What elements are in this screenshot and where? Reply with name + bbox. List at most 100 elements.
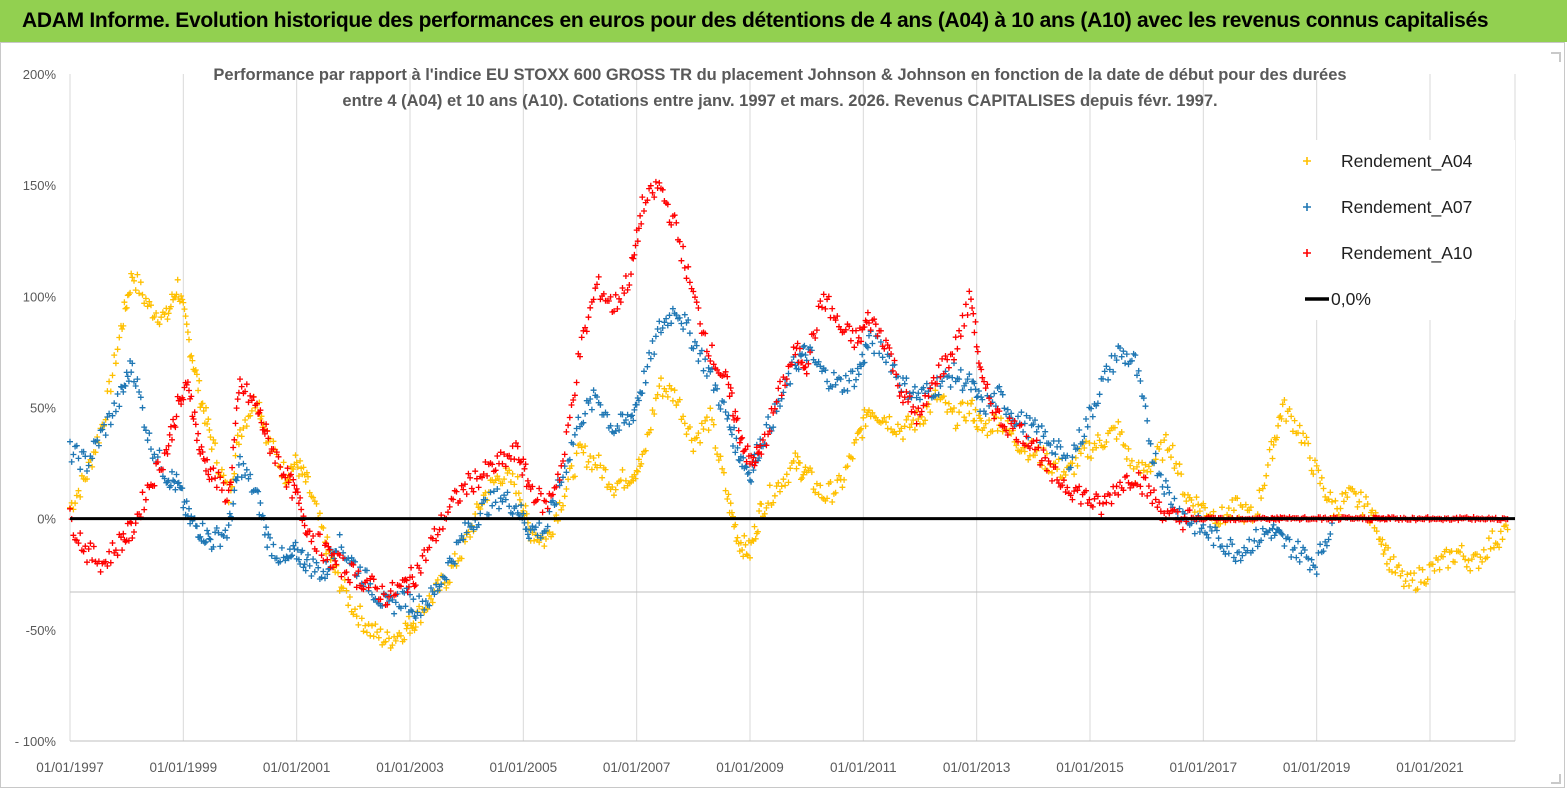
data-point <box>102 558 109 565</box>
data-point <box>1288 554 1295 560</box>
data-point <box>582 443 589 450</box>
x-tick-label: 01/01/1999 <box>150 760 218 775</box>
data-point <box>291 546 298 552</box>
data-point <box>1327 489 1334 496</box>
data-point <box>357 603 364 610</box>
chart-title: Performance par rapport à l'indice EU ST… <box>150 62 1410 114</box>
data-point <box>1295 538 1301 545</box>
data-point <box>338 544 345 551</box>
data-point <box>544 523 551 530</box>
data-point <box>730 412 736 419</box>
data-point <box>702 330 709 337</box>
data-point <box>92 449 99 456</box>
data-point <box>397 583 404 590</box>
data-point <box>1171 465 1178 472</box>
data-point <box>853 327 859 334</box>
data-point <box>255 410 262 417</box>
data-point <box>832 317 839 324</box>
data-point <box>1033 428 1040 435</box>
data-point <box>357 564 364 571</box>
data-point <box>529 523 536 530</box>
data-point <box>1001 405 1008 412</box>
data-point <box>1049 469 1055 476</box>
data-point <box>178 401 185 408</box>
data-point <box>1281 397 1288 403</box>
data-point <box>394 633 401 640</box>
data-point <box>377 596 384 603</box>
data-point <box>1198 525 1205 532</box>
data-point <box>651 194 658 201</box>
data-point <box>752 459 759 466</box>
data-point <box>549 491 556 498</box>
data-point <box>1144 417 1151 424</box>
data-point <box>242 417 249 423</box>
data-point <box>106 548 113 555</box>
data-point <box>686 279 693 286</box>
data-point <box>446 579 453 586</box>
data-point <box>1013 421 1020 428</box>
data-point <box>345 602 352 609</box>
data-point <box>1246 536 1253 543</box>
data-point <box>1168 501 1174 508</box>
data-point <box>338 573 345 580</box>
data-point <box>1210 542 1217 549</box>
data-point <box>416 593 423 600</box>
data-point <box>73 492 80 499</box>
data-point <box>1018 421 1025 428</box>
data-point <box>790 458 797 464</box>
data-point <box>1300 430 1307 437</box>
data-point <box>235 461 242 468</box>
data-point <box>136 511 143 517</box>
data-point <box>1040 447 1047 453</box>
data-point <box>235 441 242 448</box>
data-point <box>1140 395 1147 402</box>
data-point <box>1463 563 1470 570</box>
data-point <box>867 327 874 334</box>
data-point <box>571 473 578 480</box>
data-point <box>1084 500 1091 507</box>
data-point <box>712 445 719 451</box>
data-point <box>638 220 645 227</box>
data-point <box>336 587 343 594</box>
data-point <box>1117 479 1123 486</box>
data-point <box>573 379 580 386</box>
data-point <box>173 471 180 478</box>
data-point <box>226 510 233 517</box>
data-point <box>700 426 707 433</box>
resize-handle-bottom-right <box>1551 774 1561 784</box>
data-point <box>819 304 825 311</box>
data-point <box>509 511 516 517</box>
data-point <box>1157 471 1164 478</box>
data-point <box>496 476 502 482</box>
data-point <box>1251 537 1258 544</box>
data-point <box>1489 528 1496 535</box>
data-point <box>200 408 207 414</box>
data-point <box>952 425 959 432</box>
data-point <box>433 581 440 588</box>
data-point <box>765 431 772 438</box>
data-point <box>739 547 746 553</box>
data-point <box>499 460 506 467</box>
data-point <box>813 480 820 487</box>
data-point <box>416 565 423 572</box>
data-point <box>1313 571 1320 578</box>
data-point <box>783 471 790 478</box>
data-point <box>649 407 656 414</box>
data-point <box>1077 500 1084 507</box>
data-point <box>727 426 734 433</box>
data-point <box>434 531 441 538</box>
data-point <box>1071 471 1078 478</box>
data-point <box>472 511 479 517</box>
data-point <box>1203 531 1210 538</box>
data-point <box>1168 454 1174 461</box>
data-point <box>765 414 772 420</box>
data-point <box>666 312 673 319</box>
y-tick-label: 200% <box>23 67 57 82</box>
data-point <box>945 373 952 379</box>
data-point <box>891 357 898 364</box>
data-point <box>1042 428 1049 435</box>
data-point <box>1178 471 1185 478</box>
data-point <box>178 293 185 299</box>
data-point <box>714 451 721 458</box>
data-point <box>554 471 561 478</box>
